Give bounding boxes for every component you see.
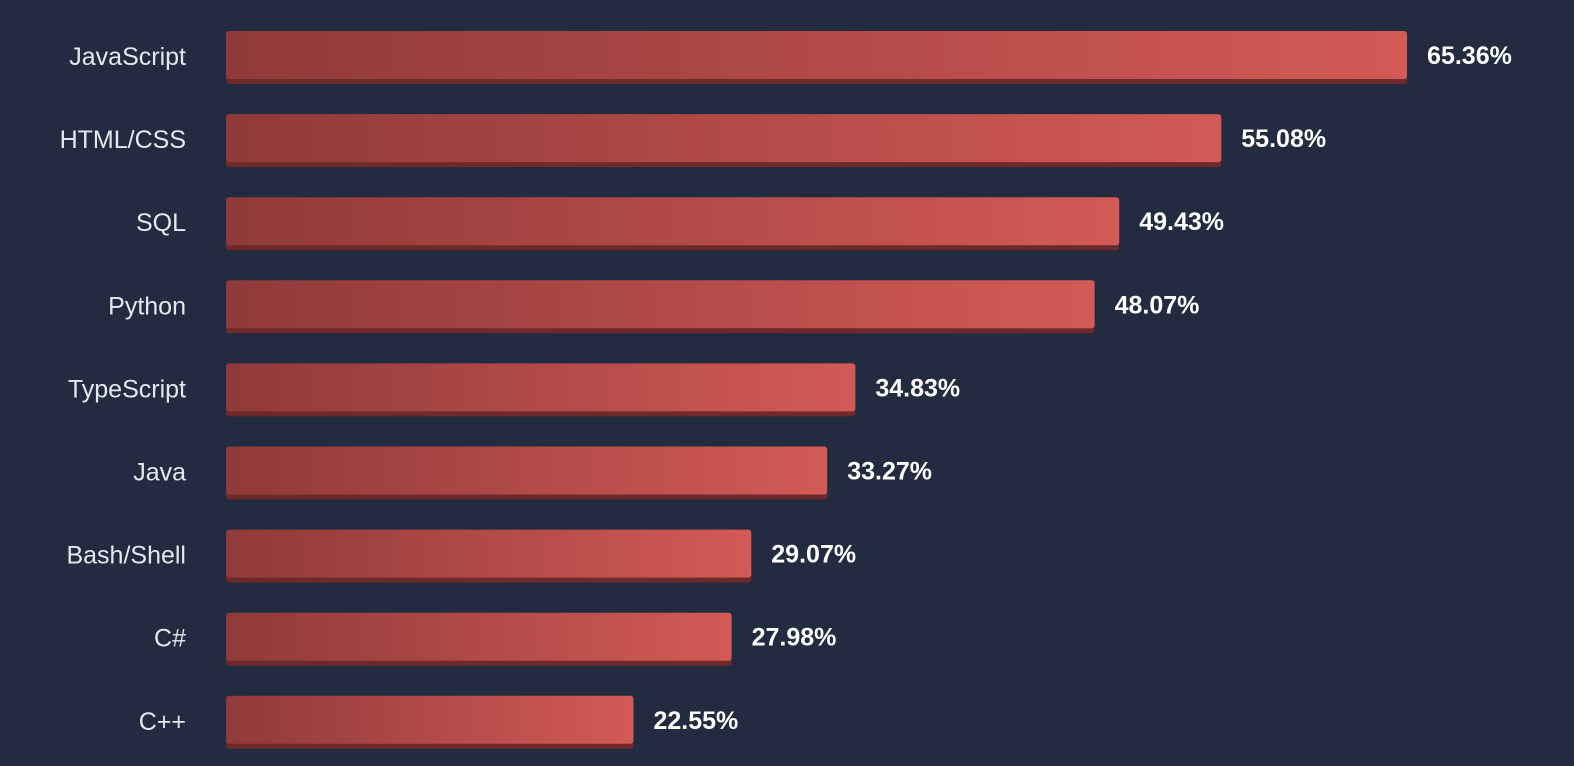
bar-bash-shell	[226, 529, 752, 578]
value-label-bash-shell: 29.07%	[771, 541, 856, 569]
value-label-c: 22.55%	[653, 707, 738, 735]
category-label-c: C++	[139, 708, 186, 736]
bar-java	[226, 446, 828, 495]
value-label-sql: 49.43%	[1139, 208, 1224, 236]
bars-group: JavaScript 65.36% HTML/CSS 55.08% SQL 49.43% P…	[60, 31, 1512, 749]
bar-javascript	[226, 31, 1408, 79]
value-label-c: 27.98%	[752, 624, 837, 652]
bar-typescript	[226, 363, 856, 412]
value-label-java: 33.27%	[847, 458, 932, 486]
bar-c	[226, 695, 634, 744]
category-label-sql: SQL	[136, 209, 186, 237]
category-label-bash-shell: Bash/Shell	[66, 542, 186, 570]
bar-python	[226, 280, 1095, 329]
category-label-typescript: TypeScript	[68, 375, 186, 403]
value-label-python: 48.07%	[1115, 291, 1200, 319]
category-label-html-css: HTML/CSS	[60, 126, 186, 154]
value-label-javascript: 65.36%	[1427, 42, 1512, 70]
value-label-typescript: 34.83%	[875, 374, 960, 402]
value-label-html-css: 55.08%	[1241, 125, 1326, 153]
category-label-javascript: JavaScript	[69, 43, 186, 71]
category-label-c: C#	[154, 625, 186, 653]
bar-html-css	[226, 114, 1222, 163]
bar-sql	[226, 197, 1120, 246]
category-label-python: Python	[108, 292, 186, 320]
category-label-java: Java	[133, 459, 186, 487]
bar-c	[226, 612, 732, 661]
